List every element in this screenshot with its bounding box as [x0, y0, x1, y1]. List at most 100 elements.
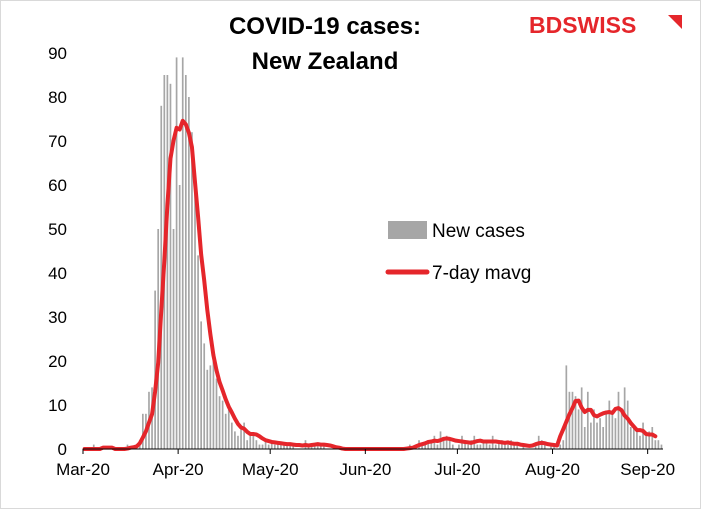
- x-tick-label: Sep-20: [620, 460, 675, 479]
- new-cases-bar: [485, 440, 488, 449]
- new-cases-bar: [651, 427, 654, 449]
- new-cases-bar: [611, 413, 614, 449]
- new-cases-bar: [264, 440, 267, 449]
- y-tick-label: 60: [48, 176, 67, 195]
- y-tick-label: 30: [48, 308, 67, 327]
- new-cases-bar: [252, 435, 255, 449]
- y-tick-label: 50: [48, 220, 67, 239]
- y-tick-label: 90: [48, 44, 67, 63]
- new-cases-bar: [614, 418, 617, 449]
- new-cases-bar: [448, 440, 451, 449]
- new-cases-bar: [178, 185, 181, 449]
- new-cases-bar: [206, 369, 209, 449]
- new-cases-bar: [660, 444, 663, 449]
- new-cases-bar: [172, 229, 175, 449]
- new-cases-bar: [445, 435, 448, 449]
- new-cases-bar: [608, 400, 611, 449]
- new-cases-bar: [626, 400, 629, 449]
- new-cases-bar: [142, 413, 144, 449]
- new-cases-bar: [562, 440, 565, 449]
- new-cases-bar: [482, 440, 485, 449]
- new-cases-bar: [184, 75, 187, 449]
- new-cases-bar: [234, 431, 236, 449]
- new-cases-bar: [464, 440, 466, 449]
- new-cases-bar: [430, 440, 433, 449]
- new-cases-bar: [166, 75, 169, 449]
- y-axis: 0 10 20 30 40 50 60 70 80 90: [48, 44, 67, 459]
- new-cases-bar: [243, 422, 245, 449]
- legend-mavg-label: 7-day mavg: [432, 263, 531, 284]
- new-cases-bar: [534, 444, 537, 449]
- new-cases-bar: [292, 444, 295, 449]
- new-cases-bar: [227, 409, 230, 449]
- logo-text: BDSWISS: [529, 12, 636, 38]
- new-cases-bar: [319, 444, 322, 449]
- new-cases-bar: [494, 444, 497, 449]
- new-cases-bar: [92, 444, 95, 449]
- new-cases-bar: [255, 440, 258, 449]
- new-cases-bar: [154, 290, 156, 449]
- new-cases-bar: [436, 444, 439, 449]
- new-cases-bar: [633, 427, 635, 449]
- y-tick-label: 70: [48, 132, 67, 151]
- x-tick-label: Apr-20: [153, 460, 204, 479]
- new-cases-bar: [209, 365, 212, 449]
- new-cases-bar: [599, 418, 601, 449]
- new-cases-bar: [488, 444, 491, 449]
- new-cases-bar: [273, 444, 276, 449]
- new-cases-bar: [203, 343, 206, 449]
- new-cases-bar: [574, 396, 577, 449]
- new-cases-bar: [559, 444, 562, 449]
- y-tick-label: 80: [48, 88, 67, 107]
- new-cases-bar: [316, 444, 319, 449]
- new-cases-bar: [476, 444, 479, 449]
- x-tick-label: Jun-20: [339, 460, 391, 479]
- new-cases-bar: [215, 378, 218, 449]
- new-cases-bar: [270, 440, 273, 449]
- legend-new-cases-label: New cases: [432, 221, 525, 242]
- new-cases-bar: [221, 400, 224, 449]
- new-cases-bar: [277, 444, 279, 449]
- new-cases-bar: [467, 444, 469, 449]
- y-tick-label: 0: [58, 440, 67, 459]
- new-cases-bar: [605, 413, 608, 449]
- new-cases-bar: [283, 444, 285, 449]
- new-cases-bar: [258, 444, 261, 449]
- x-tick-label: Jul-20: [434, 460, 480, 479]
- new-cases-bar: [577, 409, 580, 449]
- new-cases-bar: [421, 444, 423, 449]
- new-cases-bar: [654, 440, 657, 449]
- chart-title-line-2: New Zealand: [252, 48, 399, 75]
- new-cases-bar: [169, 83, 172, 450]
- x-tick-label: Aug-20: [525, 460, 580, 479]
- new-cases-bar: [544, 444, 546, 449]
- new-cases-bar: [479, 444, 482, 449]
- new-cases-bar: [590, 422, 592, 449]
- new-cases-bar: [175, 57, 178, 450]
- chart-title-line-1: COVID-19 cases:: [229, 13, 421, 40]
- new-cases-bar: [289, 444, 291, 449]
- new-cases-bar: [458, 444, 460, 449]
- new-cases-bar: [246, 440, 249, 449]
- new-cases-bar: [451, 444, 454, 449]
- new-cases-bar: [642, 422, 644, 449]
- new-cases-bar: [620, 409, 623, 449]
- legend: New cases 7-day mavg: [385, 221, 531, 284]
- bdswiss-logo: BDSWISS: [529, 12, 682, 38]
- new-cases-bar: [504, 444, 506, 449]
- new-cases-bar: [568, 391, 571, 449]
- new-cases-bar: [657, 440, 660, 449]
- new-cases-bar: [497, 440, 500, 449]
- new-cases-bar: [267, 444, 270, 449]
- new-cases-bar: [218, 396, 221, 449]
- new-cases-bar: [593, 409, 595, 449]
- new-cases-bars: [92, 57, 663, 450]
- new-cases-bar: [580, 387, 583, 449]
- y-tick-label: 20: [48, 352, 67, 371]
- new-cases-bar: [596, 422, 598, 449]
- new-cases-bar: [629, 427, 632, 449]
- new-cases-bar: [645, 435, 647, 449]
- new-cases-bar: [261, 444, 264, 449]
